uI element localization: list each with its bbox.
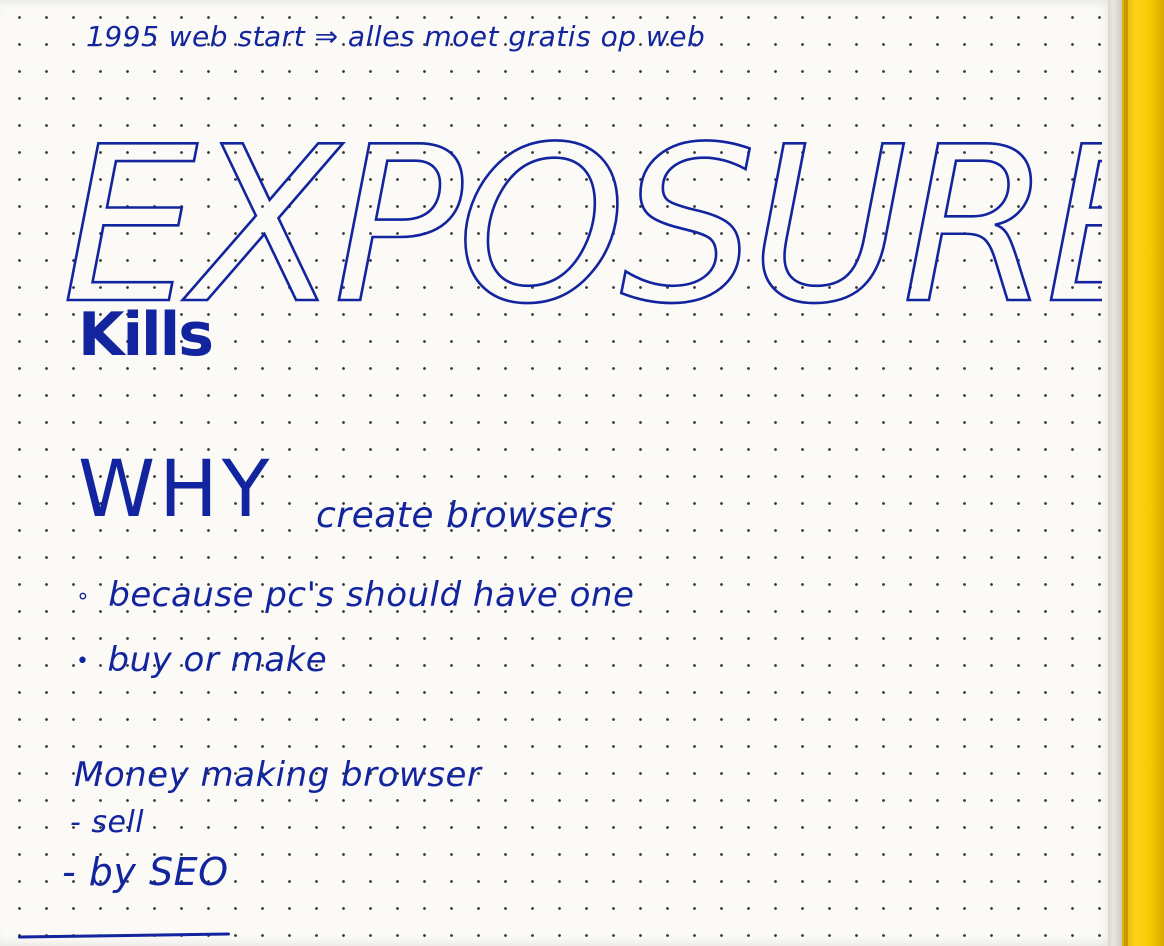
why-word: WHY: [78, 445, 274, 535]
hollow-bullet-icon: ∘: [76, 584, 91, 609]
bullet-item: ∘ because pc's should have one: [76, 575, 634, 615]
money-heading: Money making browser: [74, 755, 482, 795]
bullet-item: • buy or make: [76, 640, 327, 680]
why-rest: create browsers: [316, 495, 614, 536]
money-item-sell: - sell: [70, 805, 145, 840]
money-item-seo: - by SEO: [62, 850, 229, 894]
kills-word: Kills: [78, 300, 214, 370]
notebook-page: [0, 0, 1118, 946]
ribbon-shadow: [1124, 0, 1128, 946]
exposure-title-text: EXPOSURE: [62, 110, 1102, 325]
page-edge: [1108, 0, 1122, 946]
bookmark-ribbon: [1122, 0, 1164, 946]
header-note: 1995 web start ⇒ alles moet gratis op we…: [86, 20, 706, 53]
bullet-text: because pc's should have one: [108, 575, 635, 615]
filled-bullet-icon: •: [76, 649, 90, 674]
bullet-text: buy or make: [107, 640, 328, 680]
exposure-title: EXPOSURE: [62, 110, 1102, 325]
